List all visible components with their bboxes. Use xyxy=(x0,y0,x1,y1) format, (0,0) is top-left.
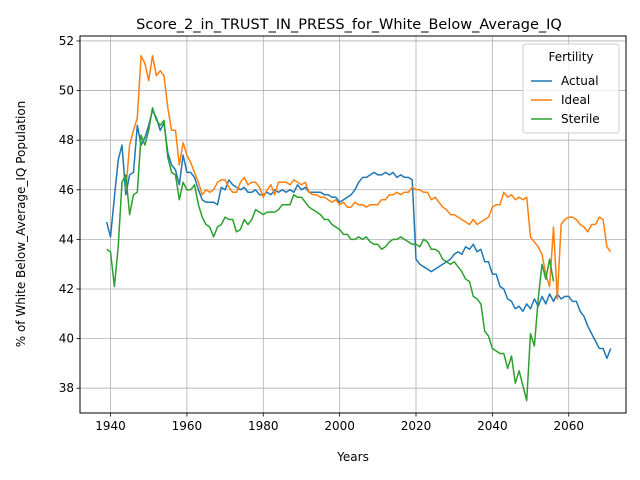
y-tick-label: 50 xyxy=(59,84,74,98)
legend-label-ideal: Ideal xyxy=(561,93,590,107)
legend-entries: Actual Ideal Sterile xyxy=(531,74,600,126)
legend-label-actual: Actual xyxy=(561,74,599,88)
y-tick-label: 40 xyxy=(59,332,74,346)
x-tick-label: 1940 xyxy=(95,419,126,433)
series-lines xyxy=(105,55,612,402)
series-line-actual xyxy=(105,109,612,360)
y-tick-label: 42 xyxy=(59,282,74,296)
legend-box xyxy=(522,43,620,134)
plot-frame xyxy=(79,35,627,414)
x-tick-label: 2060 xyxy=(553,419,584,433)
legend: Fertility Actual Ideal Sterile xyxy=(522,43,620,134)
x-tick-label: 1980 xyxy=(248,419,279,433)
legend-label-sterile: Sterile xyxy=(561,112,600,126)
chart-title: Score_2_in_TRUST_IN_PRESS_for_White_Belo… xyxy=(136,17,562,33)
y-tick-label: 52 xyxy=(59,34,74,48)
x-axis-label: Years xyxy=(336,450,369,464)
x-tick-label: 1960 xyxy=(172,419,203,433)
axis-ticks: 1940 1960 1980 2000 2020 2040 2060 38 40 42 44 46 48… xyxy=(59,34,584,433)
y-axis-label: % of White Below_Average_IQ Population xyxy=(14,101,28,348)
x-tick-label: 2040 xyxy=(477,419,508,433)
x-tick-label: 2000 xyxy=(324,419,355,433)
y-tick-label: 38 xyxy=(59,381,74,395)
legend-title: Fertility xyxy=(548,50,593,64)
y-tick-label: 46 xyxy=(59,183,74,197)
y-tick-label: 44 xyxy=(59,232,74,246)
x-tick-label: 2020 xyxy=(401,419,432,433)
series-line-sterile xyxy=(106,107,555,402)
series-line-ideal xyxy=(125,55,612,300)
y-tick-label: 48 xyxy=(59,133,74,147)
